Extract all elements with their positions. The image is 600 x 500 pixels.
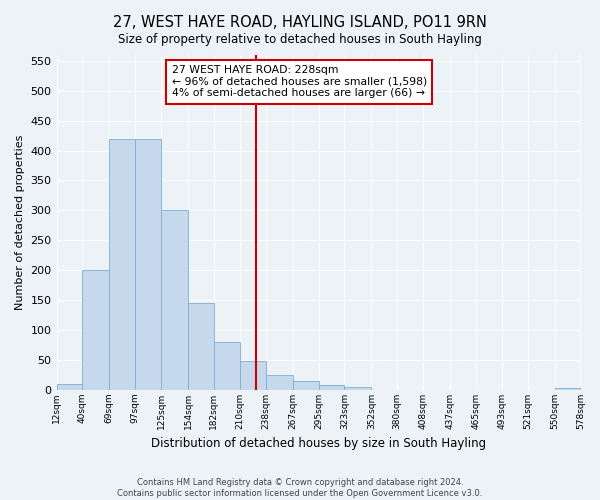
X-axis label: Distribution of detached houses by size in South Hayling: Distribution of detached houses by size … (151, 437, 486, 450)
Bar (319, 384, 344, 390)
Text: Size of property relative to detached houses in South Hayling: Size of property relative to detached ho… (118, 32, 482, 46)
Bar (240, 361, 266, 390)
Y-axis label: Number of detached properties: Number of detached properties (15, 134, 25, 310)
Text: 27 WEST HAYE ROAD: 228sqm
← 96% of detached houses are smaller (1,598)
4% of sem: 27 WEST HAYE ROAD: 228sqm ← 96% of detac… (172, 65, 427, 98)
Bar (214, 342, 240, 390)
Bar (188, 303, 214, 390)
Bar (56, 384, 82, 390)
Bar (293, 381, 319, 390)
Bar (266, 374, 293, 390)
Bar (161, 210, 188, 390)
Bar (82, 270, 109, 390)
Bar (135, 138, 161, 390)
Text: 27, WEST HAYE ROAD, HAYLING ISLAND, PO11 9RN: 27, WEST HAYE ROAD, HAYLING ISLAND, PO11… (113, 15, 487, 30)
Bar (554, 388, 580, 390)
Bar (344, 386, 371, 390)
Text: Contains HM Land Registry data © Crown copyright and database right 2024.
Contai: Contains HM Land Registry data © Crown c… (118, 478, 482, 498)
Bar (109, 138, 135, 390)
